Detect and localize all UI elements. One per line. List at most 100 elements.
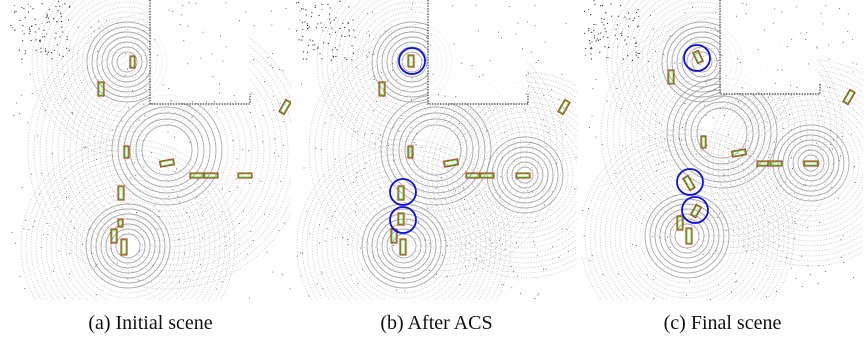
lidar-point <box>371 192 373 194</box>
lidar-point <box>352 19 354 21</box>
lidar-point <box>225 46 227 48</box>
lidar-point <box>604 46 606 48</box>
lidar-point <box>40 247 42 249</box>
lidar-point <box>50 52 52 54</box>
scan-ring <box>301 143 507 300</box>
object-detection <box>667 69 675 85</box>
scan-ring <box>356 198 452 294</box>
lidar-point <box>621 145 623 147</box>
ground-truth-box <box>730 148 748 158</box>
lidar-point <box>847 31 849 32</box>
scan-ring <box>629 178 745 294</box>
lidar-point <box>200 263 202 265</box>
lidar-point <box>264 213 265 215</box>
lidar-point <box>202 31 204 33</box>
lidar-point <box>90 253 92 254</box>
lidar-point <box>320 149 322 151</box>
lidar-point <box>392 62 393 64</box>
ground-truth-box <box>557 98 571 116</box>
lidar-point <box>602 274 604 275</box>
object-detection <box>803 160 819 167</box>
scan-ring <box>105 88 229 212</box>
lidar-point <box>39 41 41 43</box>
lidar-point <box>350 274 352 276</box>
lidar-point <box>272 53 273 54</box>
prediction-box <box>118 186 124 200</box>
scan-ring <box>69 52 265 248</box>
lidar-point <box>136 212 137 213</box>
lidar-point <box>626 18 628 20</box>
lidar-point <box>15 10 17 12</box>
lidar-point <box>162 84 164 86</box>
object-detection <box>689 203 703 219</box>
object-detection <box>676 215 684 231</box>
lidar-point <box>797 210 799 212</box>
lidar-point <box>344 57 346 59</box>
lidar-point <box>271 10 272 12</box>
lidar-point <box>142 30 144 31</box>
lidar-point <box>756 166 757 168</box>
lidar-point <box>312 40 314 42</box>
lidar-point <box>828 58 830 60</box>
lidar-point <box>686 294 687 296</box>
lidar-point <box>29 33 31 35</box>
lidar-point <box>179 201 181 203</box>
lidar-point <box>476 258 477 260</box>
lidar-point <box>221 281 223 283</box>
scan-ring <box>762 114 860 212</box>
lidar-point <box>839 8 840 9</box>
scan-ring <box>81 64 253 236</box>
lidar-point <box>617 273 619 275</box>
scan-ring <box>722 74 863 252</box>
lidar-point <box>307 51 309 53</box>
lidar-point <box>302 8 304 10</box>
lidar-point <box>656 170 657 172</box>
lidar-point <box>584 10 586 12</box>
lidar-point <box>30 173 32 175</box>
lidar-point <box>30 39 32 41</box>
lidar-point <box>351 59 353 61</box>
lidar-point <box>46 16 48 18</box>
lidar-point <box>212 76 214 77</box>
point-cloud-scatter <box>10 0 291 299</box>
scan-ring <box>33 16 291 284</box>
lidar-point <box>637 9 639 11</box>
lidar-point <box>64 3 66 5</box>
lidar-point <box>543 119 545 121</box>
lidar-point <box>595 24 597 25</box>
lidar-point <box>200 204 202 206</box>
lidar-point <box>455 190 456 192</box>
lidar-point <box>530 51 532 53</box>
lidar-point <box>314 44 316 46</box>
lidar-point <box>459 123 460 124</box>
lidar-point <box>654 113 656 115</box>
lidar-point <box>168 88 170 89</box>
lidar-point <box>717 31 718 33</box>
lidar-point <box>62 55 64 57</box>
lidar-point <box>201 215 203 217</box>
lidar-point <box>592 88 594 90</box>
lidar-point <box>373 53 375 55</box>
scan-ring <box>331 173 477 300</box>
lidar-point <box>331 49 333 51</box>
lidar-point <box>132 89 133 91</box>
lidar-point <box>637 52 639 54</box>
lidar-point <box>66 197 67 198</box>
scan-ring <box>436 86 577 264</box>
lidar-point <box>341 35 343 37</box>
lidar-panel-final <box>582 0 863 300</box>
lidar-point <box>635 51 637 53</box>
lidar-point <box>818 265 820 267</box>
lidar-point <box>348 6 350 8</box>
scan-ring <box>311 153 497 300</box>
lidar-point <box>836 136 838 138</box>
ground-truth-box <box>479 172 495 179</box>
lidar-point <box>306 23 308 25</box>
lidar-point <box>444 95 446 97</box>
lidar-point <box>321 58 323 60</box>
lidar-point <box>587 208 589 209</box>
scan-ring <box>396 46 428 78</box>
lidar-point <box>824 271 826 272</box>
lidar-point <box>46 53 48 55</box>
object-detection <box>203 172 219 179</box>
